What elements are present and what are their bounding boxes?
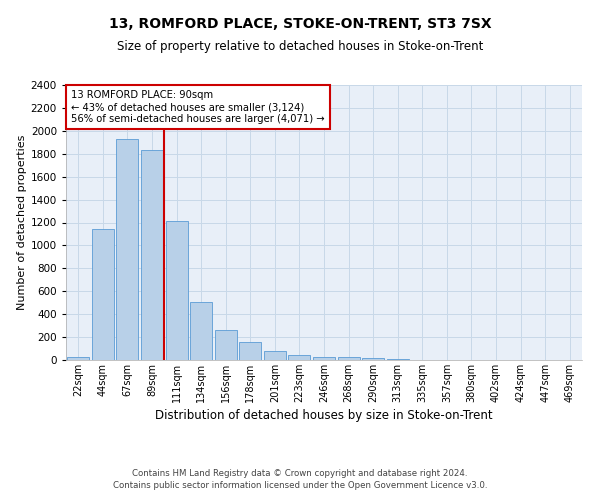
Bar xyxy=(67,357,89,360)
Bar xyxy=(338,357,359,360)
Bar xyxy=(92,230,114,360)
Bar xyxy=(215,330,237,360)
Bar xyxy=(141,150,163,360)
Y-axis label: Number of detached properties: Number of detached properties xyxy=(17,135,26,310)
Text: Contains public sector information licensed under the Open Government Licence v3: Contains public sector information licen… xyxy=(113,481,487,490)
Bar xyxy=(289,356,310,360)
Text: Contains HM Land Registry data © Crown copyright and database right 2024.: Contains HM Land Registry data © Crown c… xyxy=(132,468,468,477)
Bar xyxy=(313,356,335,360)
Bar xyxy=(239,342,262,360)
Text: 13 ROMFORD PLACE: 90sqm
← 43% of detached houses are smaller (3,124)
56% of semi: 13 ROMFORD PLACE: 90sqm ← 43% of detache… xyxy=(71,90,325,124)
Bar xyxy=(264,351,286,360)
Bar xyxy=(190,302,212,360)
Bar xyxy=(116,139,139,360)
Bar xyxy=(362,358,384,360)
Bar xyxy=(166,221,188,360)
X-axis label: Distribution of detached houses by size in Stoke-on-Trent: Distribution of detached houses by size … xyxy=(155,409,493,422)
Text: 13, ROMFORD PLACE, STOKE-ON-TRENT, ST3 7SX: 13, ROMFORD PLACE, STOKE-ON-TRENT, ST3 7… xyxy=(109,18,491,32)
Text: Size of property relative to detached houses in Stoke-on-Trent: Size of property relative to detached ho… xyxy=(117,40,483,53)
